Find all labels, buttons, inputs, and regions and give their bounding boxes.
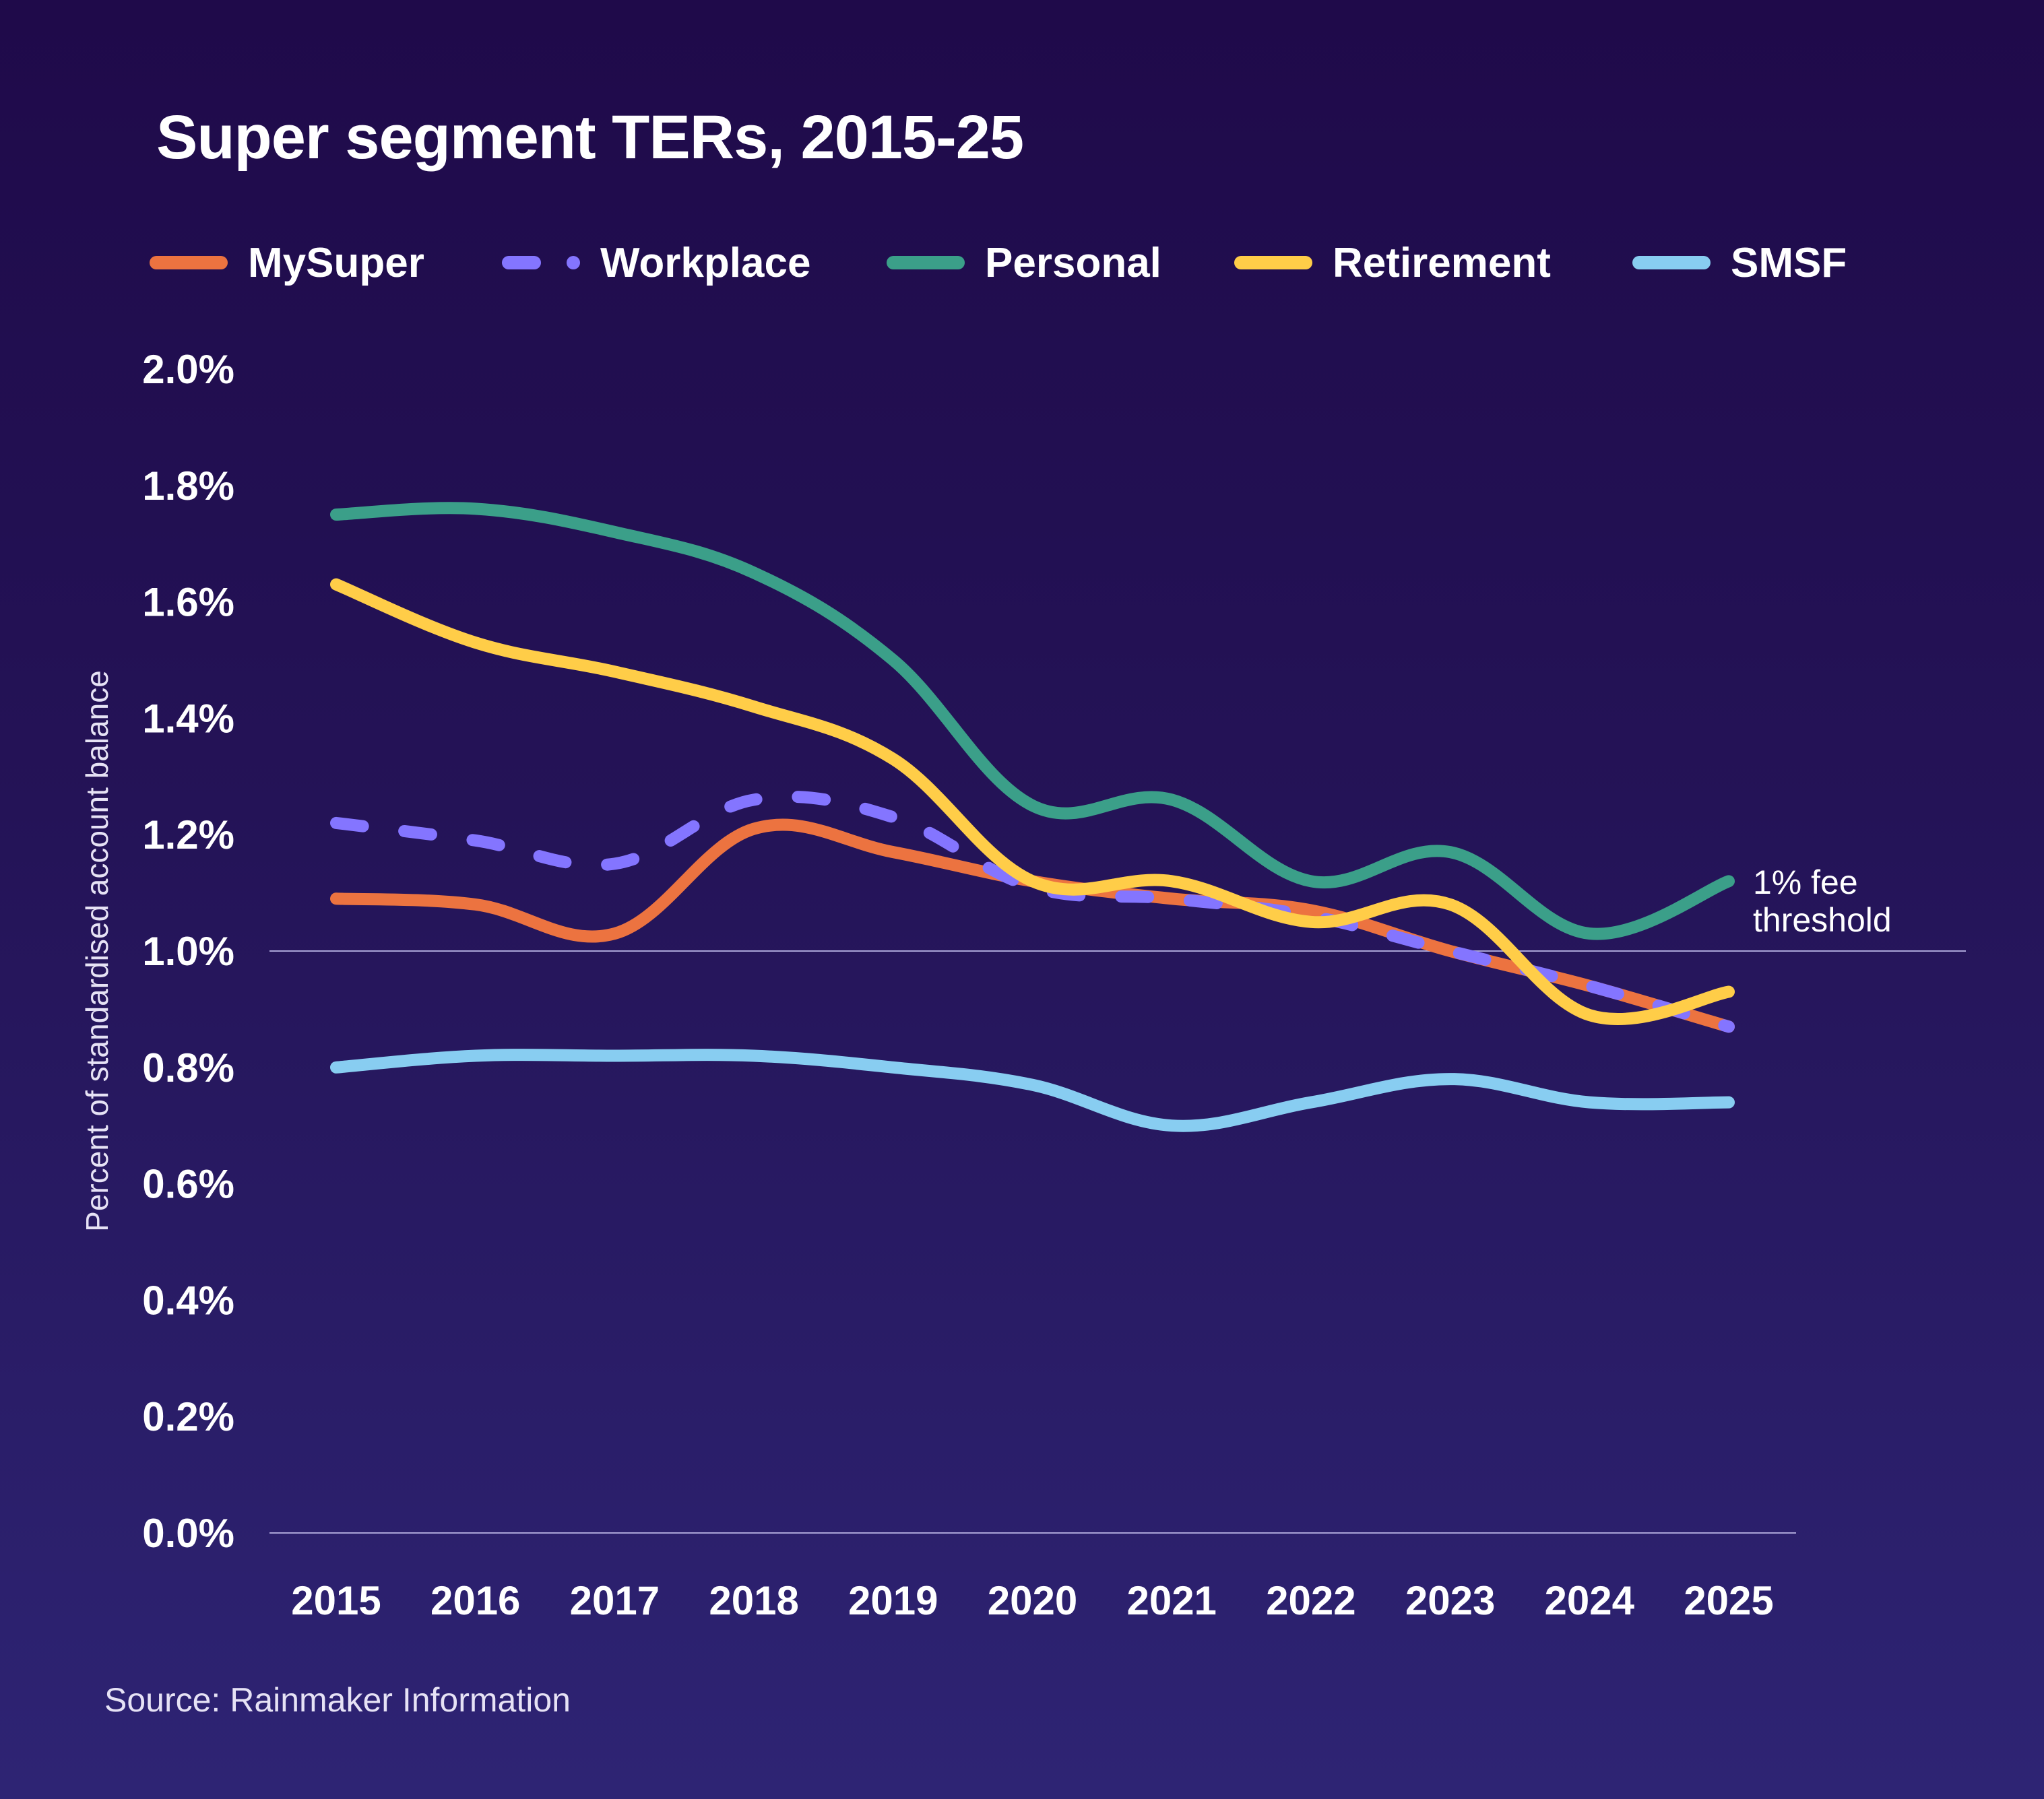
y-axis-title: Percent of standardised account balance (79, 670, 115, 1232)
x-tick-label: 2019 (848, 1578, 938, 1623)
series-line-smsf (330, 1049, 1735, 1132)
legend-swatch-workplace (502, 256, 580, 269)
legend-item-mysuper: MySuper (150, 236, 424, 290)
legend-label: SMSF (1731, 239, 1847, 286)
y-axis-ticks: 0.0% 0.2% 0.4% 0.6% 0.8% 1.0% 1.2% 1.4% 1.6% 1.8%… (142, 347, 234, 1556)
y-tick-label: 0.2% (142, 1394, 234, 1439)
x-tick-label: 2018 (709, 1578, 798, 1623)
y-tick-label: 1.6% (142, 580, 234, 625)
series-lines (330, 502, 1735, 1132)
legend-item-smsf: SMSF (1632, 236, 1847, 290)
series-line-retirement (330, 578, 1735, 1025)
x-tick-label: 2020 (988, 1578, 1077, 1623)
threshold-annotation-line2: threshold (1753, 901, 1892, 939)
legend: MySuper Workplace Personal Retirement SM… (0, 236, 2044, 290)
series-line-workplace (330, 790, 1735, 1033)
x-tick-label: 2015 (291, 1578, 381, 1623)
x-tick-label: 2021 (1126, 1578, 1216, 1623)
x-tick-label: 2024 (1545, 1578, 1635, 1623)
legend-swatch-personal (887, 256, 965, 269)
threshold-annotation-line1: 1% fee (1753, 863, 1858, 901)
x-tick-label: 2022 (1266, 1578, 1355, 1623)
y-tick-label: 0.0% (142, 1511, 234, 1556)
legend-item-retirement: Retirement (1234, 236, 1551, 290)
legend-item-workplace: Workplace (502, 236, 810, 290)
legend-label: MySuper (248, 239, 424, 286)
y-tick-label: 0.4% (142, 1278, 234, 1323)
x-tick-label: 2016 (430, 1578, 520, 1623)
legend-label: Personal (985, 239, 1161, 286)
x-tick-label: 2025 (1684, 1578, 1773, 1623)
y-tick-label: 0.8% (142, 1045, 234, 1090)
y-tick-label: 1.2% (142, 812, 234, 857)
y-tick-label: 0.6% (142, 1162, 234, 1207)
legend-swatch-smsf (1632, 256, 1711, 269)
legend-label: Workplace (600, 239, 811, 286)
legend-item-personal: Personal (887, 236, 1161, 290)
y-tick-label: 1.4% (142, 696, 234, 741)
y-tick-label: 1.0% (142, 929, 234, 974)
x-tick-label: 2017 (570, 1578, 660, 1623)
chart-title: Super segment TERs, 2015-25 (156, 103, 1024, 172)
legend-swatch-mysuper (150, 256, 228, 269)
series-line-personal (330, 502, 1735, 940)
y-tick-label: 1.8% (142, 463, 234, 509)
legend-label: Retirement (1333, 239, 1551, 286)
source-note: Source: Rainmaker Information (104, 1681, 571, 1719)
x-axis-ticks: 2015 2016 2017 2018 2019 2020 2021 2022 2023 2024… (291, 1578, 1773, 1623)
x-tick-label: 2023 (1405, 1578, 1495, 1623)
y-tick-label: 2.0% (142, 347, 234, 392)
legend-swatch-retirement (1234, 256, 1312, 269)
